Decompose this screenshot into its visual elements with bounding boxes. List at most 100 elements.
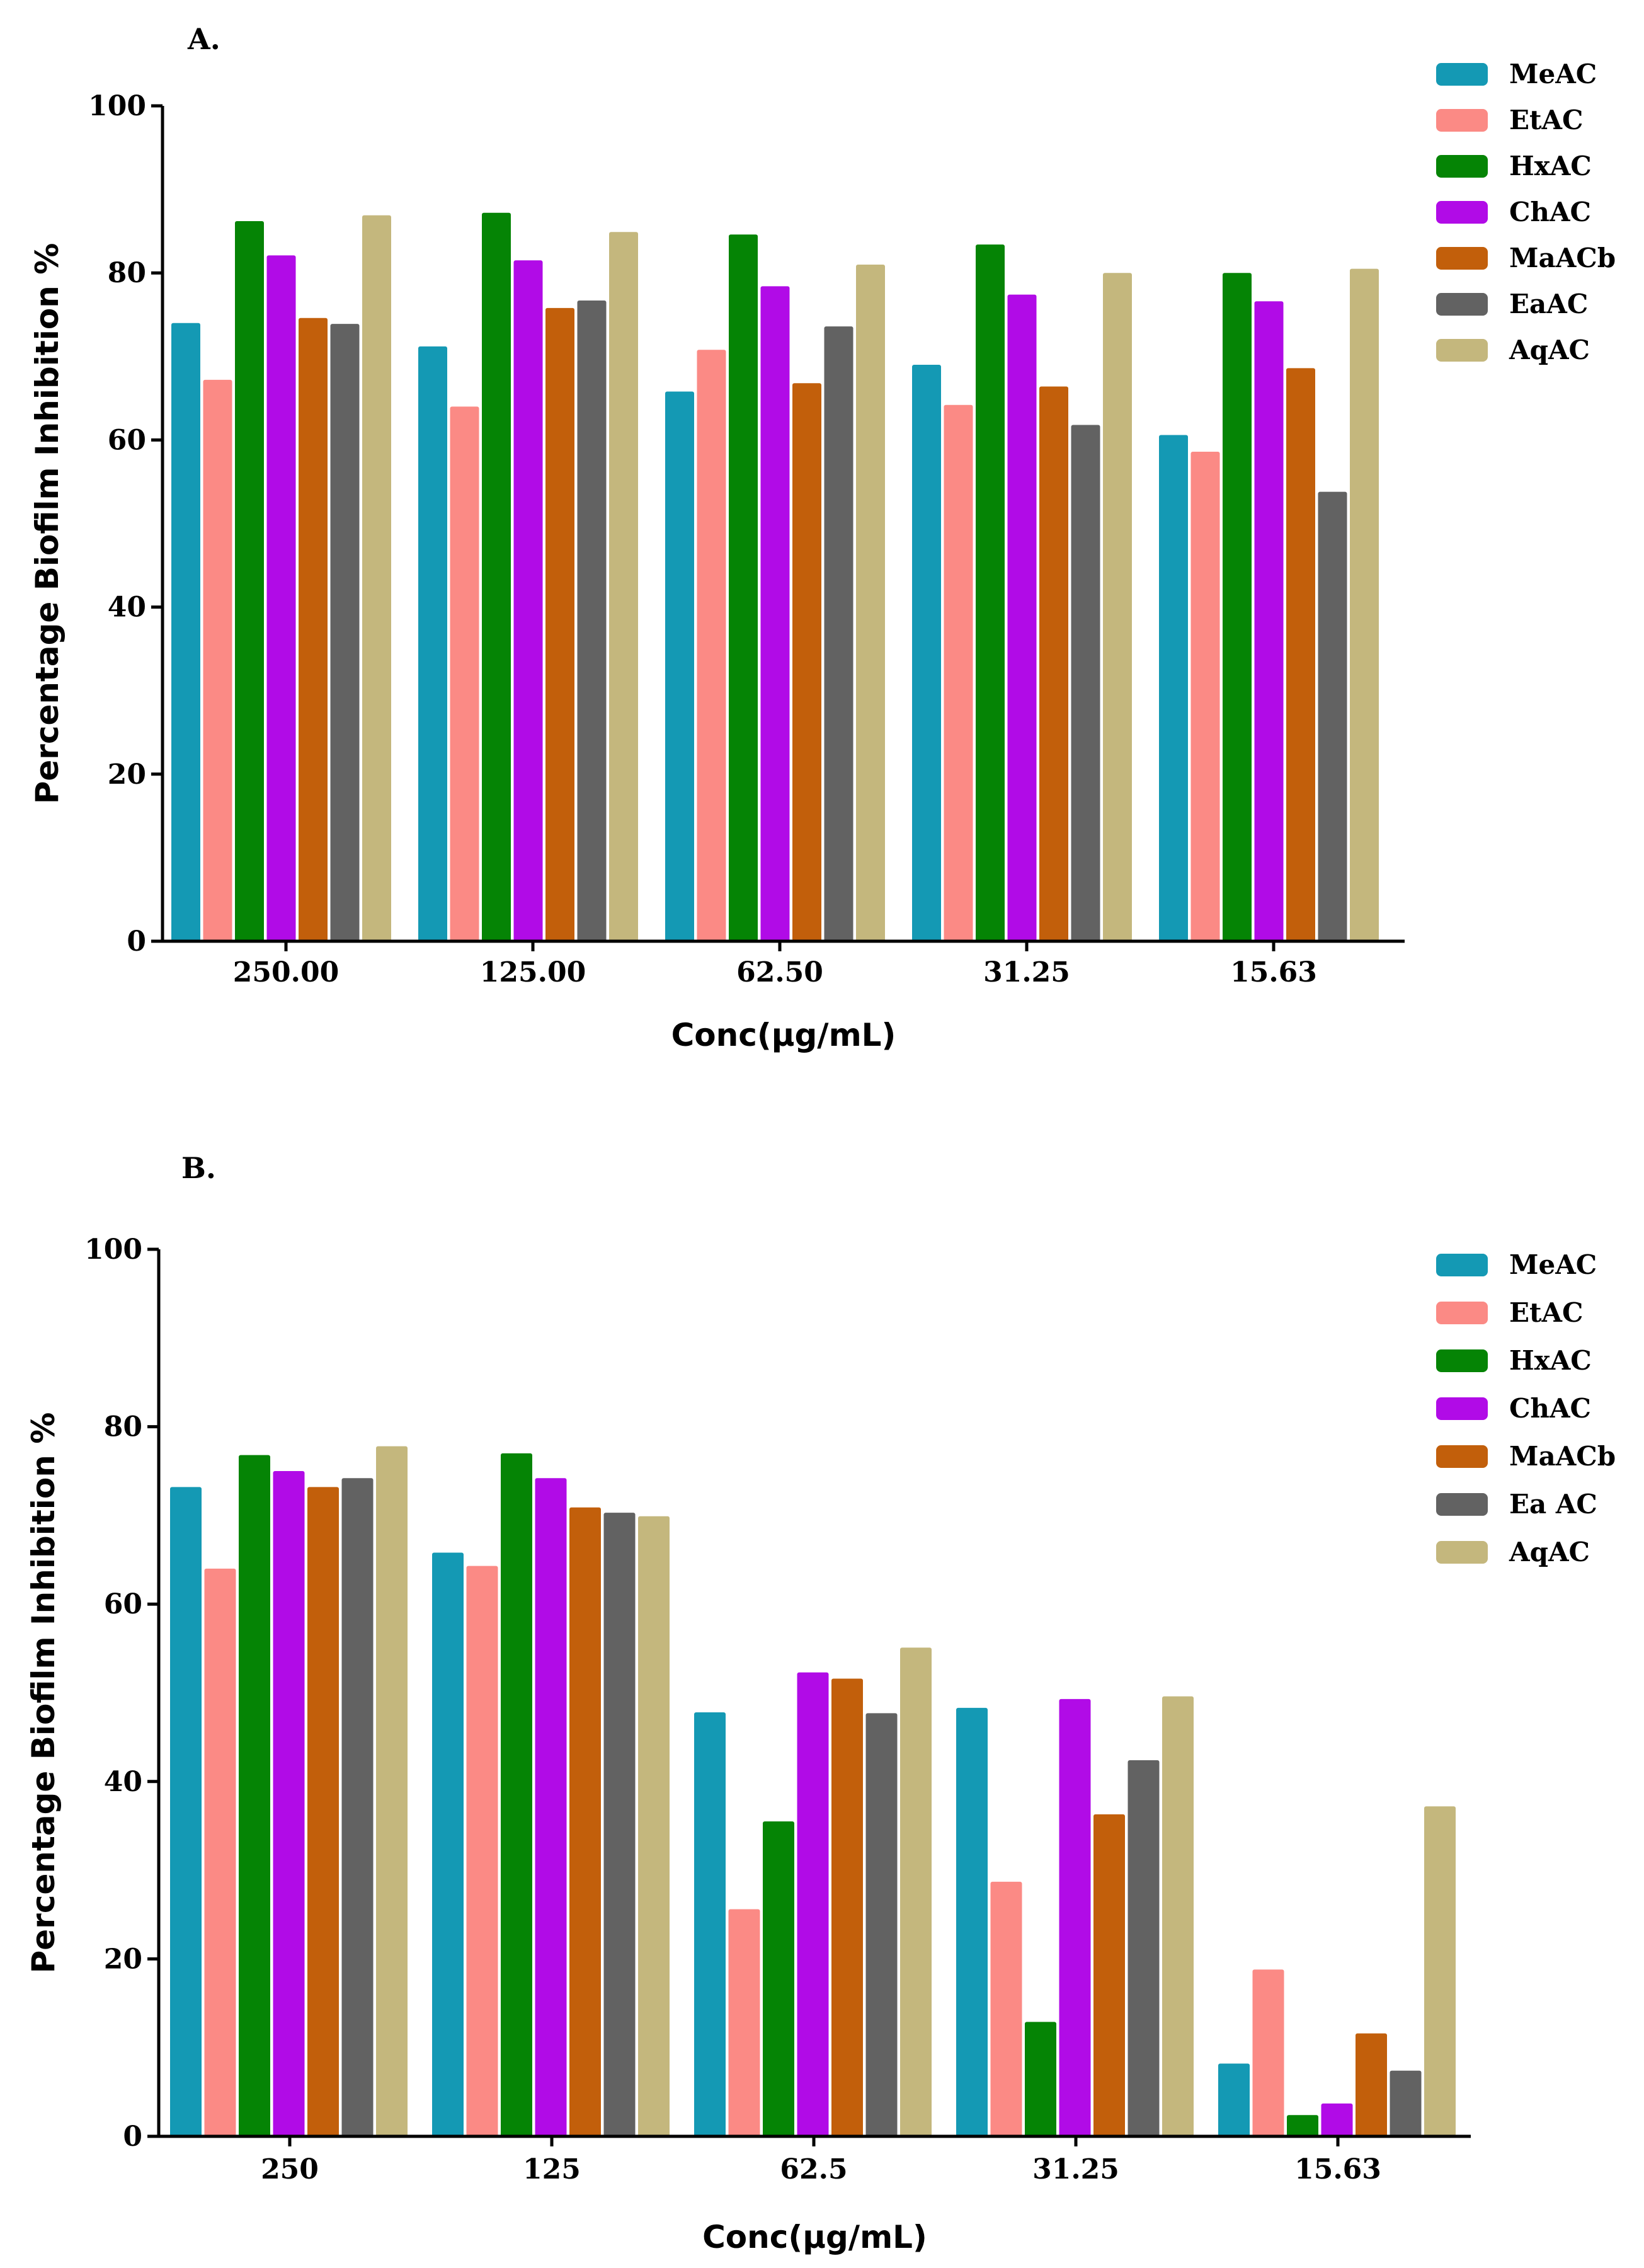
bar-hxac-2 bbox=[763, 1821, 794, 2136]
bar-aqac-1 bbox=[638, 1516, 670, 2136]
legend-label: EaAC bbox=[1509, 289, 1588, 319]
bar-eaac-1 bbox=[603, 1513, 636, 2136]
bar-hxac-4 bbox=[1223, 273, 1252, 942]
bar-etac-0 bbox=[204, 1568, 236, 2136]
bar-meac-4 bbox=[1159, 435, 1188, 941]
bar-maacb-2 bbox=[792, 383, 821, 941]
bar-etac-0 bbox=[203, 379, 232, 941]
legend-swatch bbox=[1436, 1541, 1488, 1564]
y-axis-title: Percentage Biofilm Inhibition % bbox=[29, 243, 66, 805]
x-tick-label: 15.63 bbox=[1294, 2153, 1381, 2185]
legend-label: MaACb bbox=[1509, 1441, 1616, 1472]
bar-hxac-3 bbox=[976, 244, 1005, 942]
panel-label: A. bbox=[187, 22, 220, 56]
bar-chac-3 bbox=[1007, 294, 1037, 941]
bar-aqac-3 bbox=[1103, 273, 1132, 942]
bar-hxac-4 bbox=[1287, 2115, 1318, 2136]
chart-b: B. 0 20 40 60 80 100 250 125 62.5 31.25 15.63 Conc(µ… bbox=[25, 1151, 1616, 2255]
legend-swatch bbox=[1436, 1254, 1488, 1276]
y-tick-label: 20 bbox=[108, 759, 146, 791]
bar-etac-3 bbox=[990, 1881, 1022, 2136]
legend-label: ChAC bbox=[1509, 1393, 1591, 1424]
bar-aqac-2 bbox=[856, 264, 885, 942]
bar-etac-2 bbox=[728, 1909, 760, 2136]
bar-maacb-4 bbox=[1286, 368, 1315, 941]
bar-chac-4 bbox=[1321, 2103, 1353, 2136]
legend: MeAC EtAC HxAC ChAC MaACb Ea AC AqAC bbox=[1436, 1249, 1616, 1567]
bar-meac-4 bbox=[1218, 2063, 1250, 2136]
y-tick-label: 0 bbox=[123, 2121, 142, 2153]
y-axis-title: Percentage Biofilm Inhibition % bbox=[25, 1412, 62, 1974]
bar-meac-0 bbox=[170, 1487, 202, 2136]
x-tick-label: 62.5 bbox=[780, 2153, 847, 2185]
x-tick-label: 250 bbox=[261, 2153, 319, 2185]
bar-meac-2 bbox=[665, 391, 694, 941]
legend-label: Ea AC bbox=[1509, 1489, 1597, 1520]
legend-label: EtAC bbox=[1509, 1297, 1583, 1328]
bar-hxac-3 bbox=[1025, 2022, 1056, 2136]
legend-label: HxAC bbox=[1509, 1345, 1592, 1376]
bar-meac-3 bbox=[956, 1707, 988, 2136]
bar-meac-2 bbox=[694, 1712, 726, 2136]
bar-aqac-4 bbox=[1424, 1806, 1456, 2136]
legend-swatch bbox=[1436, 155, 1488, 178]
x-tick-label: 250.00 bbox=[233, 956, 339, 988]
bar-maacb-0 bbox=[307, 1487, 339, 2136]
legend-swatch bbox=[1436, 1349, 1488, 1372]
bar-aqac-4 bbox=[1350, 268, 1379, 941]
bar-aqac-3 bbox=[1162, 1696, 1194, 2136]
legend-label: HxAC bbox=[1509, 151, 1592, 181]
bar-eaac-0 bbox=[330, 324, 360, 941]
legend-swatch bbox=[1436, 293, 1488, 316]
y-tick-label: 80 bbox=[104, 1411, 142, 1443]
bar-hxac-1 bbox=[501, 1453, 532, 2136]
bar-aqac-0 bbox=[376, 1446, 408, 2136]
bar-hxac-0 bbox=[239, 1455, 270, 2136]
bar-hxac-0 bbox=[235, 220, 264, 941]
bar-chac-2 bbox=[760, 286, 790, 941]
bar-maacb-2 bbox=[831, 1678, 863, 2136]
legend-label: EtAC bbox=[1509, 105, 1583, 135]
legend-swatch bbox=[1436, 109, 1488, 132]
bar-aqac-0 bbox=[362, 215, 391, 941]
bar-hxac-2 bbox=[729, 234, 758, 942]
legend: MeAC EtAC HxAC ChAC MaACb EaAC AqAC bbox=[1436, 59, 1616, 365]
bar-maacb-1 bbox=[569, 1507, 601, 2136]
bar-meac-3 bbox=[912, 365, 941, 941]
bar-chac-4 bbox=[1254, 301, 1284, 941]
chart-a: A. 0 20 40 60 80 100 250.00 125.00 62.50 31.25 15.6… bbox=[29, 22, 1616, 1053]
bar-chac-3 bbox=[1059, 1698, 1091, 2136]
bar-maacb-1 bbox=[545, 307, 574, 942]
legend-swatch bbox=[1436, 1445, 1488, 1468]
bar-eaac-1 bbox=[577, 300, 607, 941]
x-tick-label: 31.25 bbox=[983, 956, 1070, 988]
legend-label: MeAC bbox=[1509, 59, 1597, 89]
bar-chac-0 bbox=[273, 1471, 305, 2136]
bar-maacb-0 bbox=[299, 318, 328, 942]
bar-maacb-3 bbox=[1093, 1814, 1125, 2136]
legend-label: ChAC bbox=[1509, 197, 1591, 227]
bar-eaac-0 bbox=[341, 1478, 374, 2136]
legend-label: AqAC bbox=[1509, 1537, 1590, 1567]
bar-aqac-1 bbox=[609, 232, 638, 941]
y-tick-label: 80 bbox=[108, 257, 146, 289]
legend-swatch bbox=[1436, 339, 1488, 362]
legend-swatch bbox=[1436, 247, 1488, 270]
bar-eaac-4 bbox=[1390, 2070, 1422, 2136]
bar-etac-1 bbox=[466, 1566, 498, 2136]
bar-etac-1 bbox=[450, 406, 479, 941]
legend-label: MaACb bbox=[1509, 243, 1616, 273]
bar-meac-0 bbox=[171, 323, 200, 941]
x-tick-label: 31.25 bbox=[1032, 2153, 1119, 2185]
legend-swatch bbox=[1436, 1493, 1488, 1516]
legend-swatch bbox=[1436, 1302, 1488, 1324]
x-tick-label: 125 bbox=[523, 2153, 581, 2185]
legend-label: AqAC bbox=[1509, 335, 1590, 365]
y-tick-label: 100 bbox=[88, 90, 146, 122]
bar-etac-2 bbox=[697, 350, 726, 941]
bar-maacb-3 bbox=[1039, 386, 1068, 941]
bar-chac-1 bbox=[535, 1478, 567, 2136]
bar-etac-4 bbox=[1190, 451, 1220, 941]
x-axis-title: Conc(µg/mL) bbox=[702, 2219, 927, 2255]
